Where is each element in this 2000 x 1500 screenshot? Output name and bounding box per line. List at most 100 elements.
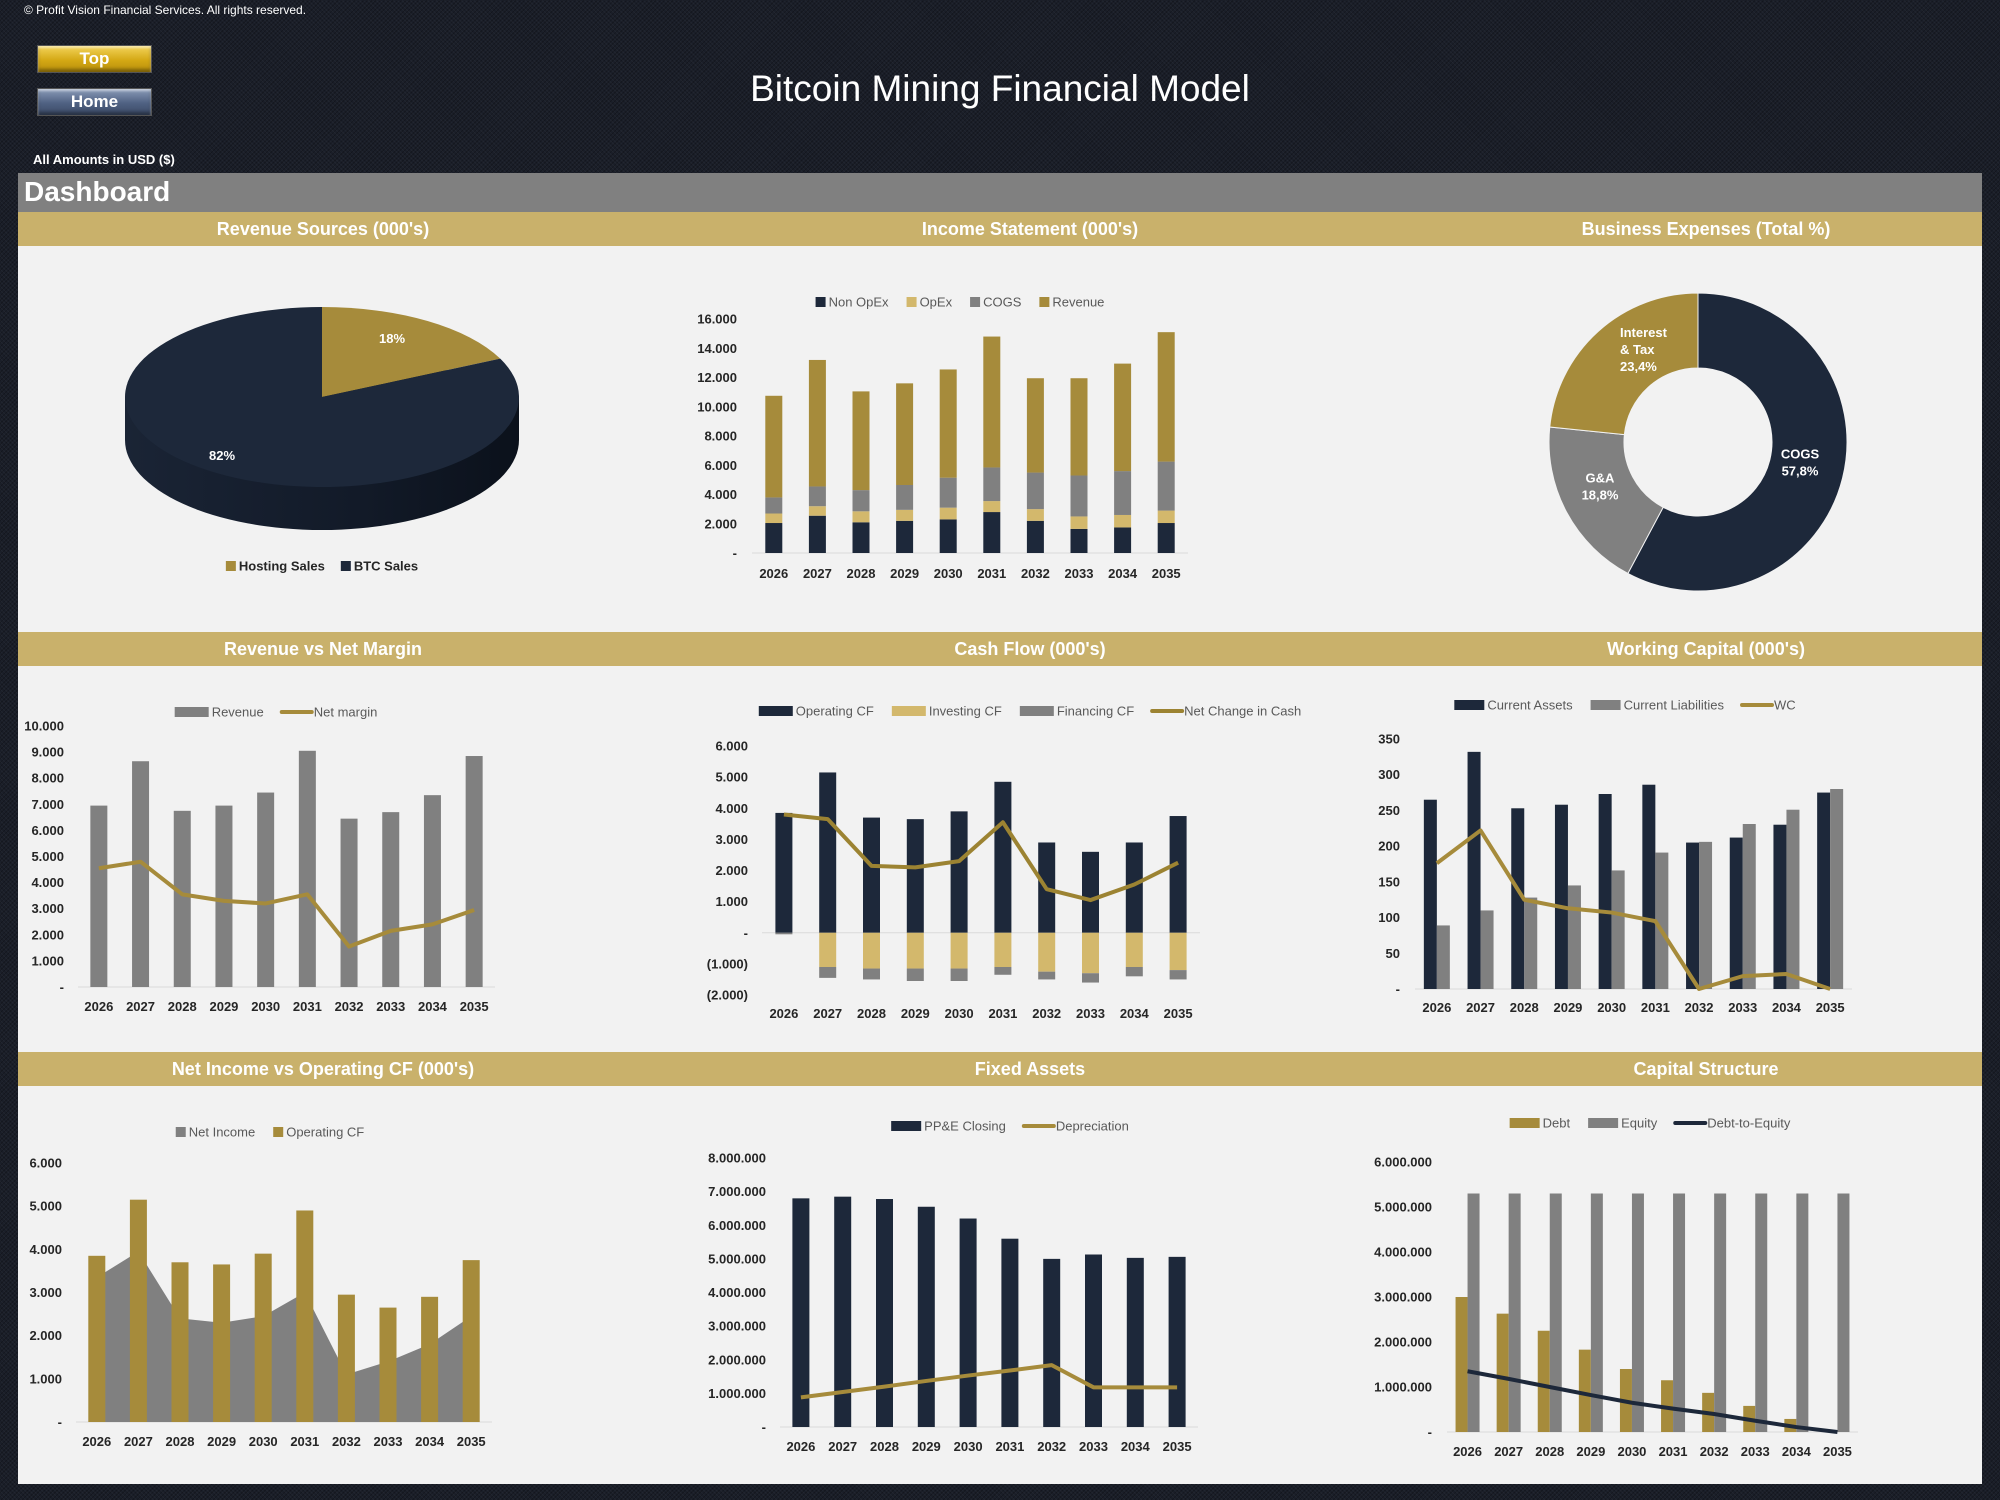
y-tick-label: 300: [1378, 767, 1400, 782]
legend: Non OpEx OpEx COGS Revenue: [815, 295, 1104, 310]
top-button[interactable]: Top: [37, 45, 152, 73]
bar-operating-cf-2032: [337, 1294, 355, 1422]
x-tick-label: 2030: [954, 1439, 983, 1454]
x-tick-label: 2030: [934, 566, 963, 581]
legend-item-revenue: Revenue: [1039, 295, 1104, 310]
bar-non-opex-2030: [939, 519, 957, 553]
currency-note: All Amounts in USD ($): [33, 152, 175, 167]
legend-swatch: [1454, 700, 1485, 710]
x-tick-label: 2029: [207, 1434, 236, 1449]
line-net-change-in-cash: [783, 812, 1179, 903]
slice-label-cogs: 57,8%: [1782, 464, 1819, 479]
legend-label: Depreciation: [1056, 1119, 1129, 1134]
bar-cogs-2027: [808, 486, 826, 507]
y-tick-label: 1.000: [29, 1371, 62, 1386]
bar-pp-e-closing-2032: [1043, 1258, 1061, 1427]
x-tick-label: 2029: [1576, 1444, 1605, 1459]
legend-swatch: [906, 297, 917, 307]
home-button[interactable]: Home: [37, 88, 152, 116]
bar-operating-cf-2031: [296, 1210, 314, 1422]
bar-revenue-2029: [215, 805, 233, 987]
x-tick-label: 2033: [376, 999, 405, 1014]
x-tick-label: 2032: [335, 999, 364, 1014]
chart-fixed-assets: - 1.000.000 2.000.000 3.000.000 4.000.000 5.0…: [708, 1119, 1198, 1454]
x-tick-label: 2026: [1422, 1000, 1451, 1015]
y-tick-label: 5.000: [31, 849, 64, 864]
bar-pp-e-closing-2035: [1168, 1256, 1186, 1427]
legend-label: Net margin: [314, 705, 378, 720]
legend-label: Financing CF: [1057, 704, 1134, 719]
x-tick-label: 2032: [332, 1434, 361, 1449]
y-tick-label: 10.000: [24, 719, 64, 734]
slice-label-interest-tax: & Tax: [1620, 342, 1655, 357]
y-tick-label: 3.000: [715, 832, 748, 847]
bar-current-liabilities-2030: [1611, 870, 1625, 989]
y-tick-label: (1.000): [707, 956, 748, 971]
chart-revenue-vs-net-margin: - 1.000 2.000 3.000 4.000 5.000 6.000 7.000 8.00…: [24, 705, 495, 1014]
y-tick-label: 8.000: [31, 771, 64, 786]
x-tick-label: 2035: [1164, 1006, 1193, 1021]
x-tick-label: 2030: [1617, 1444, 1646, 1459]
legend-item-wc: WC: [1740, 698, 1796, 713]
bar-opex-2033: [1070, 516, 1088, 529]
bar-investing-cf-2031: [994, 932, 1012, 967]
y-tick-label: 6.000.000: [708, 1218, 766, 1233]
x-tick-label: 2031: [995, 1439, 1024, 1454]
x-tick-label: 2027: [803, 566, 832, 581]
x-tick-label: 2031: [293, 999, 322, 1014]
bar-operating-cf-2029: [906, 819, 924, 933]
bar-revenue-2032: [340, 818, 358, 987]
bar-operating-cf-2028: [171, 1262, 189, 1422]
bar-operating-cf-2026: [88, 1255, 106, 1422]
y-tick-label: 16.000: [697, 312, 737, 327]
bar-opex-2026: [765, 513, 783, 524]
legend-label: BTC Sales: [354, 559, 418, 574]
x-tick-label: 2033: [1065, 566, 1094, 581]
y-tick-label: 250: [1378, 803, 1400, 818]
x-tick-label: 2031: [1641, 1000, 1670, 1015]
slice-label-cogs: COGS: [1781, 447, 1820, 462]
x-tick-label: 2034: [418, 999, 448, 1014]
working-capital-title: Working Capital (000's): [1607, 639, 1805, 659]
legend-item-opex: OpEx: [906, 295, 953, 310]
x-tick-label: 2030: [249, 1434, 278, 1449]
bar-investing-cf-2032: [1038, 932, 1056, 972]
bar-pp-e-closing-2030: [959, 1218, 977, 1427]
bar-investing-cf-2027: [819, 932, 837, 967]
x-tick-label: 2031: [1659, 1444, 1688, 1459]
chart-capital-structure: - 1.000.000 2.000.000 3.000.000 4.000.000 5.0…: [1374, 1116, 1858, 1459]
legend-swatch: [225, 561, 236, 571]
bar-financing-cf-2035: [1169, 970, 1187, 980]
x-tick-label: 2028: [1535, 1444, 1564, 1459]
x-tick-label: 2026: [786, 1439, 815, 1454]
y-tick-label: 4.000: [29, 1242, 62, 1257]
bar-current-assets-2034: [1773, 824, 1787, 989]
slice-label-interest-tax: Interest: [1620, 325, 1668, 340]
bar-equity-2029: [1590, 1193, 1603, 1432]
line-wc: [1435, 828, 1831, 991]
bar-current-assets-2035: [1817, 792, 1831, 989]
x-tick-label: 2029: [901, 1006, 930, 1021]
bar-debt-2028: [1537, 1330, 1550, 1432]
legend-swatch: [1509, 1118, 1540, 1128]
legend: Net Income Operating CF: [175, 1125, 364, 1140]
chart-revenue-sources-000-s: 18% 82% Hosting Sales BTC Sales: [124, 307, 519, 574]
bar-equity-2035: [1837, 1193, 1850, 1432]
bar-current-assets-2028: [1511, 808, 1525, 989]
legend-swatch: [891, 1121, 922, 1131]
x-tick-label: 2034: [1772, 1000, 1802, 1015]
legend-item-operating-cf: Operating CF: [758, 704, 874, 719]
x-tick-label: 2030: [251, 999, 280, 1014]
x-tick-label: 2028: [168, 999, 197, 1014]
bar-financing-cf-2032: [1038, 971, 1056, 980]
x-tick-label: 2032: [1032, 1006, 1061, 1021]
bar-opex-2027: [808, 506, 826, 516]
bar-equity-2027: [1508, 1193, 1521, 1432]
bar-investing-cf-2035: [1169, 932, 1187, 971]
donut-slice-cogs: [1627, 292, 1848, 592]
legend: Revenue Net margin: [174, 705, 378, 720]
bar-current-liabilities-2029: [1567, 885, 1581, 989]
y-tick-label: 150: [1378, 874, 1400, 889]
y-tick-label: 1.000.000: [1374, 1380, 1432, 1395]
business-expenses-title: Business Expenses (Total %): [1581, 219, 1831, 239]
